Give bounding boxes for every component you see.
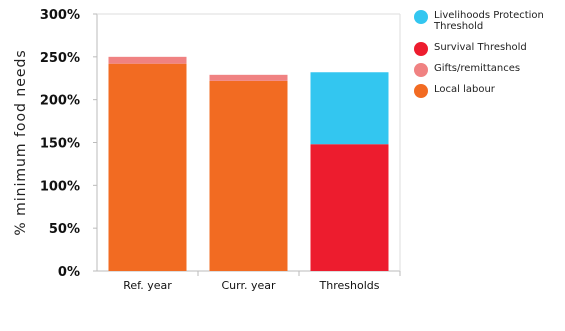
bar-local-labour-0 <box>108 63 187 271</box>
legend-item: Livelihoods Protection Threshold <box>414 10 564 32</box>
legend-label: Livelihoods Protection Threshold <box>434 10 544 32</box>
legend-item: Survival Threshold <box>414 42 564 56</box>
legend-item: Gifts/remittances <box>414 63 564 77</box>
y-tick-label: 50% <box>49 222 80 237</box>
legend: Livelihoods Protection Threshold Survival… <box>414 10 564 105</box>
x-tick-label: Ref. year <box>123 279 172 292</box>
y-tick-label: 200% <box>40 94 80 109</box>
y-tick-label: 300% <box>40 8 80 23</box>
legend-label: Gifts/remittances <box>434 63 521 74</box>
legend-swatch <box>414 63 428 77</box>
bar-gifts-remittances-1 <box>209 74 288 81</box>
legend-item: Local labour <box>414 84 564 98</box>
bar-local-labour-1 <box>209 80 288 271</box>
legend-swatch <box>414 10 428 24</box>
x-tick-label: Curr. year <box>221 279 276 292</box>
y-axis-label: % minimum food needs <box>13 49 29 235</box>
chart-bars <box>108 56 389 271</box>
legend-swatch <box>414 42 428 56</box>
bar-gifts-remittances-0 <box>108 56 187 64</box>
bar-survival-threshold-2 <box>310 144 389 271</box>
bar-livelihoods-protection-threshold-2 <box>310 72 389 145</box>
y-tick-labels: 0% 50% 100% 150% 200% 250% 300% <box>40 8 80 280</box>
y-tick-label: 0% <box>58 265 80 280</box>
y-tick-label: 250% <box>40 51 80 66</box>
legend-label: Survival Threshold <box>434 42 527 53</box>
legend-swatch <box>414 84 428 98</box>
legend-label: Local labour <box>434 84 495 95</box>
x-tick-labels: Ref. year Curr. year Thresholds <box>123 279 379 292</box>
x-tick-label: Thresholds <box>319 279 380 292</box>
y-tick-label: 100% <box>40 179 80 194</box>
y-tick-label: 150% <box>40 137 80 152</box>
